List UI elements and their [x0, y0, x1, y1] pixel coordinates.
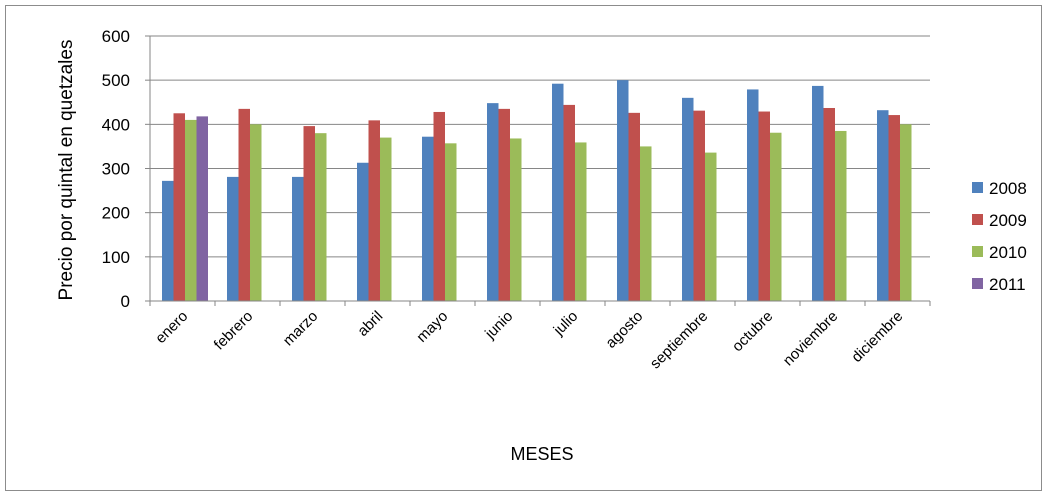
bar-2011-enero — [196, 116, 208, 301]
bar-2009-mayo — [433, 111, 445, 301]
legend-swatch-2010 — [972, 246, 983, 257]
bar-2008-agosto — [617, 80, 629, 302]
bar-2008-marzo — [292, 176, 304, 301]
legend-label-2009: 2009 — [989, 211, 1027, 230]
bar-2008-diciembre — [877, 110, 889, 301]
bar-2010-enero — [185, 119, 197, 302]
bar-2009-marzo — [303, 126, 315, 301]
x-axis-title: MESES — [510, 444, 573, 464]
bar-2009-agosto — [628, 112, 640, 301]
bar-2008-julio — [552, 83, 564, 301]
y-tick-label: 500 — [102, 71, 130, 90]
bar-2010-junio — [510, 138, 522, 301]
y-tick-label: 400 — [102, 115, 130, 134]
y-tick-labels: 0 100 200 300 400 500 600 — [102, 27, 130, 311]
bar-2010-noviembre — [835, 130, 847, 301]
axes — [149, 36, 931, 306]
bar-2008-febrero — [227, 176, 239, 301]
legend-swatch-2011 — [972, 278, 983, 289]
bar-2010-julio — [575, 142, 587, 301]
bar-2010-mayo — [445, 143, 457, 301]
y-tick-label: 0 — [121, 292, 130, 311]
legend-label-2010: 2010 — [989, 243, 1027, 262]
legend-label-2008: 2008 — [989, 179, 1027, 198]
bar-2008-abril — [357, 162, 369, 301]
legend: 2008 2009 2010 2011 — [972, 179, 1027, 294]
bar-2009-junio — [498, 108, 510, 301]
bar-2009-septiembre — [693, 110, 705, 302]
bar-2009-febrero — [238, 108, 250, 301]
bars — [162, 80, 912, 302]
bar-2010-marzo — [315, 133, 327, 301]
bar-2009-enero — [173, 113, 185, 302]
bar-2008-enero — [162, 180, 174, 301]
bar-2008-octubre — [747, 89, 759, 301]
bar-2009-abril — [368, 120, 380, 301]
bar-2010-febrero — [250, 124, 262, 301]
y-tick-label: 200 — [102, 204, 130, 223]
bar-2009-noviembre — [823, 107, 835, 301]
bar-2010-septiembre — [705, 152, 717, 301]
legend-swatch-2009 — [972, 214, 983, 225]
bar-2008-mayo — [422, 136, 434, 301]
bar-2010-agosto — [640, 146, 652, 301]
bar-2009-octubre — [758, 111, 770, 302]
y-axis-title: Precio por quintal en quetzales — [56, 40, 77, 301]
bar-2008-noviembre — [812, 85, 824, 302]
bar-2010-diciembre — [900, 124, 912, 301]
y-tick-label: 100 — [102, 248, 130, 267]
bar-2008-septiembre — [682, 97, 694, 301]
y-tick-label: 300 — [102, 160, 130, 179]
legend-swatch-2008 — [972, 182, 983, 193]
gridlines — [145, 35, 930, 302]
y-tick-label: 600 — [102, 27, 130, 46]
bar-2009-julio — [563, 104, 575, 302]
bar-2010-abril — [380, 137, 392, 301]
bar-2009-diciembre — [888, 115, 900, 301]
bar-2010-octubre — [770, 132, 782, 301]
bar-2008-junio — [487, 103, 499, 301]
legend-label-2011: 2011 — [989, 275, 1026, 294]
